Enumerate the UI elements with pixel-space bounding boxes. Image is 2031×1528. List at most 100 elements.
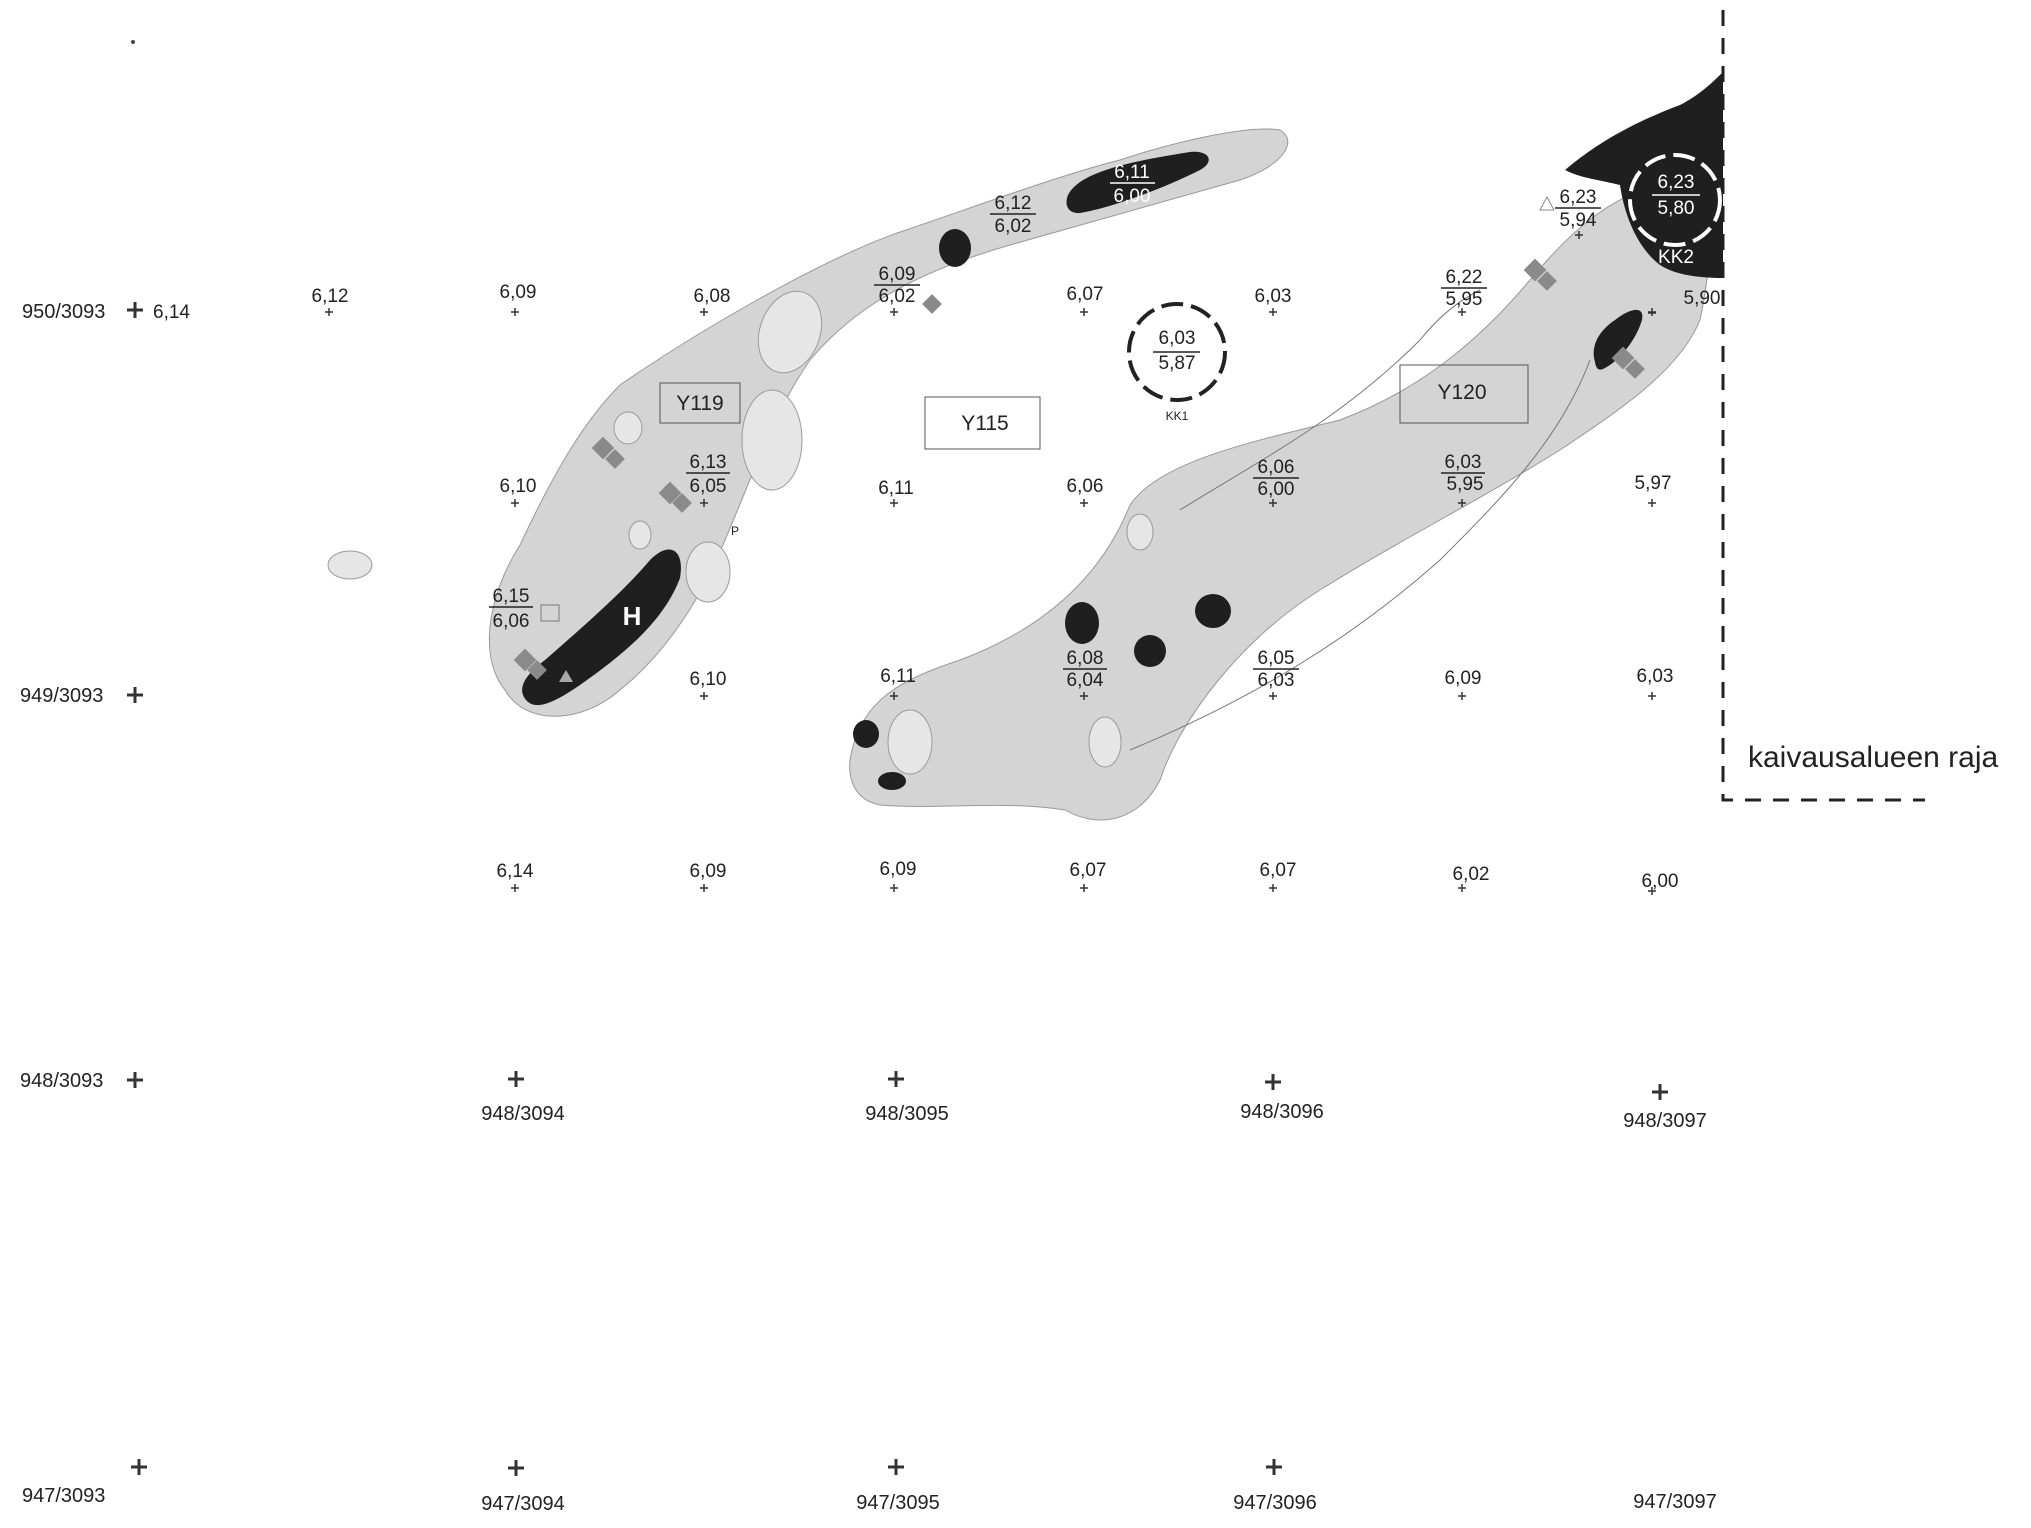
grid-label: 948/3094 <box>481 1103 564 1125</box>
fraction-611: 6,11 6,00 <box>1110 162 1155 207</box>
grid-cross <box>127 1072 143 1088</box>
grid-cross <box>1266 1459 1282 1475</box>
find-cluster <box>1611 346 1635 370</box>
stone <box>887 709 933 775</box>
elevation-value: 6,09 <box>880 859 917 880</box>
grid-cross <box>508 1460 524 1476</box>
grid-label: 948/3095 <box>865 1103 948 1125</box>
fraction-bottom: 6,06 <box>493 611 530 632</box>
elevation-value: 6,09 <box>690 861 727 882</box>
fraction-623b: 6,23 5,94 <box>1555 187 1601 231</box>
elevation-value: 6,09 <box>1445 668 1482 689</box>
fraction-top: 6,22 <box>1446 267 1483 288</box>
hearth-label: H <box>623 601 642 631</box>
grid-label: 947/3097 <box>1633 1491 1716 1513</box>
grid-label: 948/3097 <box>1623 1110 1706 1132</box>
fraction-top: 6,08 <box>1067 648 1104 669</box>
corner-dot <box>131 40 135 44</box>
stone <box>1126 513 1154 551</box>
find-cluster <box>1523 258 1547 282</box>
dark-patch <box>878 772 906 790</box>
find-cluster <box>658 481 682 505</box>
fraction-top: 6,13 <box>690 452 727 473</box>
stones <box>327 290 1154 775</box>
dark-patch <box>853 720 879 748</box>
kk2-top-value: 6,23 <box>1658 172 1695 193</box>
dark-patch <box>1593 309 1643 370</box>
elevation-value: 6,14 <box>497 861 534 882</box>
elevation-value: 6,03 <box>1255 286 1292 307</box>
fraction-bottom: 6,00 <box>1114 186 1151 207</box>
find-cluster <box>1625 359 1645 379</box>
grid-label: 947/3095 <box>856 1492 939 1514</box>
dark-patch <box>1134 635 1166 667</box>
dark-patch <box>939 229 971 267</box>
dark-patch <box>1195 594 1231 628</box>
find-cluster <box>1537 271 1557 291</box>
feature-y120-outline <box>849 179 1710 821</box>
elevation-value: 6,07 <box>1070 860 1107 881</box>
fraction-609: 6,09 6,02 <box>874 264 920 307</box>
grid-label: 947/3096 <box>1233 1492 1316 1514</box>
grid-cross <box>508 1071 524 1087</box>
grid-cross <box>1652 1084 1668 1100</box>
fraction-bottom: 6,02 <box>995 216 1032 237</box>
fraction-bottom: 6,00 <box>1258 479 1295 500</box>
fraction-top: 6,06 <box>1258 457 1295 478</box>
find-cluster <box>591 436 615 460</box>
fraction-bottom: 5,95 <box>1446 289 1483 310</box>
fraction-605: 6,05 6,03 <box>1253 648 1299 691</box>
fraction-608: 6,08 6,04 <box>1063 648 1107 691</box>
find-cluster <box>513 648 537 672</box>
kk1-circle <box>1127 302 1227 402</box>
fraction-bottom: 6,02 <box>879 286 916 307</box>
square-marker <box>540 604 560 622</box>
y119-label: Y119 <box>676 392 724 415</box>
fraction-bottom: 5,95 <box>1447 474 1484 495</box>
kk2-circle <box>1628 153 1722 247</box>
fraction-612: 6,12 6,02 <box>990 193 1036 237</box>
grid-label: 948/3096 <box>1240 1101 1323 1123</box>
p-label: P <box>731 524 739 538</box>
elevation-value: 6,11 <box>878 478 914 499</box>
elevation-value: 5,97 <box>1635 473 1672 494</box>
elevation-value: 6,10 <box>500 476 537 497</box>
stone <box>757 290 823 374</box>
fraction-bottom: 6,03 <box>1258 670 1295 691</box>
y120-label: Y120 <box>1437 381 1486 404</box>
y120-label-box <box>1399 364 1529 424</box>
fraction-590: 5,90 <box>1684 288 1721 309</box>
grid-cross <box>888 1071 904 1087</box>
fraction-615: 6,15 6,06 <box>489 586 533 632</box>
elevation-value: 6,11 <box>880 666 916 687</box>
stone <box>741 389 803 491</box>
elevation-value: 6,02 <box>1453 864 1490 885</box>
grid-label: 947/3093 <box>22 1485 105 1507</box>
kk2-bottom-value: 5,80 <box>1658 198 1695 219</box>
kk1-top-value: 6,03 <box>1159 328 1196 349</box>
dark-patch <box>1065 602 1099 644</box>
fraction-bottom: 5,94 <box>1560 210 1597 231</box>
fraction-bottom: 6,04 <box>1067 670 1104 691</box>
stone <box>628 520 652 550</box>
find-clusters <box>513 258 1645 680</box>
fraction-top: 6,05 <box>1258 648 1295 669</box>
triangle-marker <box>1539 195 1555 211</box>
profile-line <box>1129 359 1591 751</box>
grid-cross <box>131 1459 147 1475</box>
grid-cross <box>127 687 143 703</box>
fraction-622: 6,22 5,95 <box>1441 267 1487 310</box>
fraction-top: 6,09 <box>879 264 916 285</box>
profile-lines <box>1129 289 1591 751</box>
elevation-value: 6,00 <box>1642 871 1679 892</box>
elevation-value: 6,08 <box>694 286 731 307</box>
grid-crosses <box>127 302 1668 1476</box>
elevation-value: 6,03 <box>1637 666 1674 687</box>
stone <box>613 411 643 445</box>
elevation-value: 6,14 <box>153 302 190 323</box>
stone <box>685 541 731 603</box>
boundary-legend-label: kaivausalueen raja <box>1748 741 1998 774</box>
profile-line <box>1179 289 1481 511</box>
grid-cross <box>1265 1074 1281 1090</box>
